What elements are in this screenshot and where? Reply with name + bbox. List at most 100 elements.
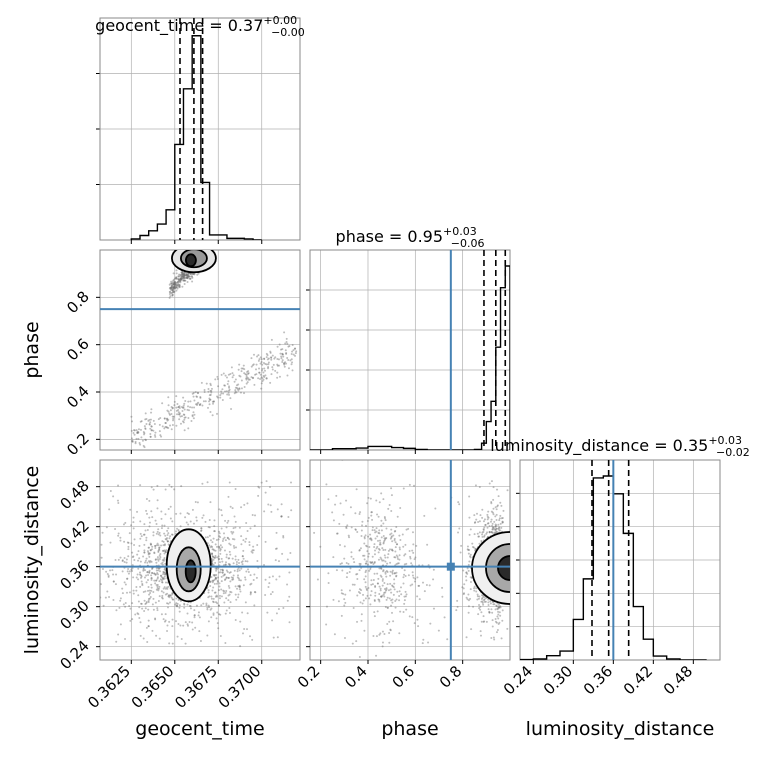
scatter-phase-dl-point: [506, 627, 509, 630]
scatter-time-dl-point: [145, 536, 148, 539]
scatter-phase-dl-point: [378, 592, 381, 595]
scatter-phase-dl-point: [490, 518, 493, 521]
scatter-time-dl-point: [137, 559, 140, 562]
scatter-phase-dl-point: [373, 529, 376, 532]
scatter-time-dl-point: [168, 596, 171, 599]
scatter-phase-dl-point: [376, 610, 379, 613]
scatter-time-dl-point: [162, 540, 165, 543]
scatter-time-dl-point: [176, 635, 179, 638]
scatter-phase-dl-point: [391, 540, 394, 543]
scatter-time-phase-point: [171, 294, 174, 297]
scatter-time-dl-point: [184, 642, 187, 645]
scatter-phase-dl-point: [492, 527, 495, 530]
scatter-time-dl-point: [229, 571, 232, 574]
scatter-phase-dl-point: [374, 594, 377, 597]
scatter-time-dl-point: [176, 602, 179, 605]
scatter-time-dl-point: [160, 574, 163, 577]
scatter-phase-dl-point: [410, 562, 413, 565]
scatter-time-dl-point: [234, 585, 237, 588]
scatter-time-dl-point: [161, 563, 164, 566]
scatter-time-dl-point: [218, 547, 221, 550]
scatter-phase-dl-point: [343, 598, 346, 601]
scatter-time-phase-point: [184, 400, 187, 403]
scatter-time-phase-point: [286, 374, 289, 377]
scatter-phase-dl-point: [384, 556, 387, 559]
scatter-time-dl-point: [131, 564, 134, 567]
scatter-phase-dl-point: [389, 537, 392, 540]
scatter-time-phase-point: [227, 391, 230, 394]
scatter-time-phase-point: [238, 387, 241, 390]
scatter-time-phase-point: [161, 425, 164, 428]
scatter-phase-dl-point: [497, 495, 500, 498]
scatter-phase-dl-point: [367, 552, 370, 555]
scatter-time-dl-point: [154, 544, 157, 547]
scatter-phase-dl-point: [494, 515, 497, 518]
scatter-phase-dl-point: [370, 579, 373, 582]
scatter-time-phase-point: [139, 428, 142, 431]
scatter-time-phase-point: [165, 426, 168, 429]
scatter-time-phase-point: [266, 354, 269, 357]
scatter-time-phase-point: [185, 274, 188, 277]
scatter-phase-dl-point: [378, 501, 381, 504]
scatter-time-dl-point: [236, 576, 239, 579]
scatter-phase-dl-point: [487, 603, 490, 606]
scatter-phase-dl-point: [395, 563, 398, 566]
hist-geocent-histogram: [130, 35, 262, 240]
scatter-phase-dl-point: [392, 534, 395, 537]
scatter-time-phase-point: [201, 404, 204, 407]
scatter-phase-dl-point: [498, 527, 501, 530]
scatter-time-dl-point: [162, 544, 165, 547]
scatter-time-phase-point: [170, 282, 173, 285]
scatter-time-dl-point: [241, 560, 244, 563]
scatter-time-dl-point: [232, 562, 235, 565]
scatter-time-dl-point: [162, 550, 165, 553]
xtick-label-phase-1: 0.4: [341, 662, 371, 692]
scatter-time-phase-point: [182, 279, 185, 282]
scatter-phase-dl-point: [379, 595, 382, 598]
scatter-time-dl-point: [145, 600, 148, 603]
scatter-time-phase-point: [211, 414, 214, 417]
scatter-phase-dl-point: [341, 569, 344, 572]
scatter-time-dl-point: [288, 595, 291, 598]
xlabel-geocent_time: geocent_time: [135, 718, 264, 740]
scatter-phase-dl-point: [374, 537, 377, 540]
scatter-phase-dl-point: [381, 579, 384, 582]
scatter-phase-dl-point: [476, 598, 479, 601]
scatter-time-phase-point: [176, 413, 179, 416]
scatter-time-dl-point: [290, 509, 293, 512]
scatter-phase-dl-point: [394, 546, 397, 549]
scatter-phase-dl-point: [374, 531, 377, 534]
scatter-time-dl-point: [193, 609, 196, 612]
scatter-time-dl-point: [212, 601, 215, 604]
scatter-time-phase-point: [260, 358, 263, 361]
scatter-time-dl-point: [211, 555, 214, 558]
scatter-phase-dl-point: [468, 495, 471, 498]
scatter-phase-dl-point: [389, 533, 392, 536]
scatter-phase-dl-point: [485, 620, 488, 623]
scatter-time-dl-point: [65, 565, 67, 567]
scatter-time-dl-point: [162, 571, 165, 574]
scatter-phase-dl-point: [495, 530, 498, 533]
scatter-time-dl-point: [228, 542, 231, 545]
scatter-phase-dl-point: [379, 543, 382, 546]
scatter-time-phase-point: [178, 405, 181, 408]
scatter-phase-dl-point: [368, 597, 371, 600]
scatter-time-dl-point: [152, 488, 155, 491]
scatter-time-dl-point: [156, 484, 159, 487]
scatter-phase-dl-point: [488, 530, 491, 533]
scatter-time-dl-point: [132, 592, 135, 595]
scatter-time-dl-point: [222, 574, 225, 577]
scatter-time-dl-point: [210, 575, 213, 578]
scatter-time-phase-point: [191, 414, 194, 417]
scatter-time-phase-point: [278, 375, 281, 378]
scatter-time-phase-point: [187, 272, 190, 275]
scatter-time-dl-point: [224, 612, 227, 615]
scatter-phase-dl-point: [498, 519, 501, 522]
scatter-time-phase-point: [136, 431, 139, 434]
scatter-phase-dl-point: [353, 561, 356, 564]
scatter-time-dl-point: [154, 618, 157, 621]
scatter-phase-dl-point: [500, 517, 503, 520]
scatter-time-dl-point: [109, 541, 112, 544]
scatter-time-dl-point: [156, 584, 159, 587]
scatter-time-dl-point: [117, 532, 120, 535]
